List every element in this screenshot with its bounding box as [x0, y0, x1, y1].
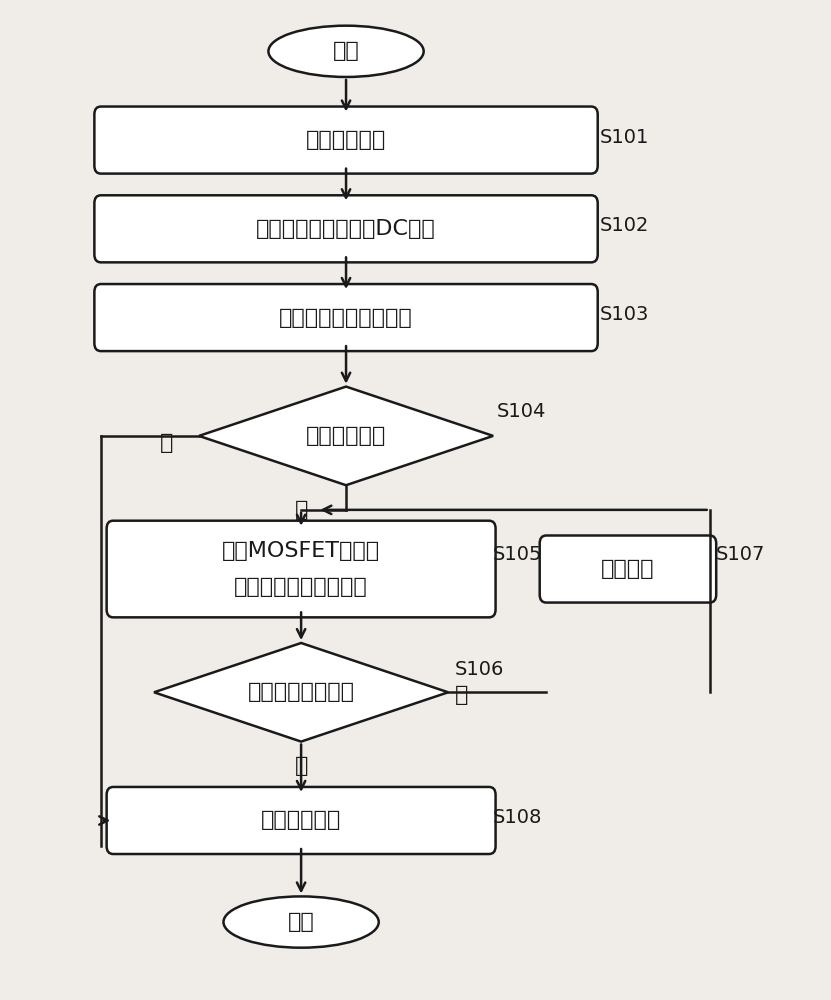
FancyBboxPatch shape — [95, 195, 597, 262]
Ellipse shape — [268, 26, 424, 77]
Text: 检测差分放大器的输出: 检测差分放大器的输出 — [279, 308, 413, 328]
Text: 维持输入电压: 维持输入电压 — [261, 810, 342, 830]
Text: 初始化计数器: 初始化计数器 — [306, 130, 386, 150]
Text: 产生了偏移？: 产生了偏移？ — [306, 426, 386, 446]
Text: S108: S108 — [493, 808, 543, 827]
Text: S103: S103 — [599, 305, 649, 324]
FancyBboxPatch shape — [539, 536, 716, 603]
FancyBboxPatch shape — [95, 107, 597, 174]
Text: S107: S107 — [716, 545, 765, 564]
Text: 是: 是 — [294, 500, 307, 520]
Text: S101: S101 — [599, 128, 649, 147]
Text: 否: 否 — [160, 433, 173, 453]
Text: 对两个端子施加公共DC电压: 对两个端子施加公共DC电压 — [256, 219, 436, 239]
Ellipse shape — [224, 896, 379, 948]
Text: S104: S104 — [497, 402, 547, 421]
FancyBboxPatch shape — [95, 284, 597, 351]
Text: 开始: 开始 — [332, 41, 360, 61]
Polygon shape — [199, 387, 493, 485]
Text: 否: 否 — [455, 685, 468, 705]
Text: 以调整输入端子的电压: 以调整输入端子的电压 — [234, 577, 368, 597]
Text: 是: 是 — [294, 756, 307, 776]
Text: 增加计数: 增加计数 — [601, 559, 655, 579]
Polygon shape — [154, 643, 448, 742]
FancyBboxPatch shape — [106, 787, 495, 854]
Text: S102: S102 — [599, 216, 649, 235]
Text: 结束: 结束 — [288, 912, 314, 932]
Text: 完全校正了偏移？: 完全校正了偏移？ — [248, 682, 355, 702]
Text: S106: S106 — [455, 660, 504, 679]
Text: S105: S105 — [493, 545, 543, 564]
Text: 调整MOSFET阵列，: 调整MOSFET阵列， — [222, 541, 380, 561]
FancyBboxPatch shape — [106, 521, 495, 617]
